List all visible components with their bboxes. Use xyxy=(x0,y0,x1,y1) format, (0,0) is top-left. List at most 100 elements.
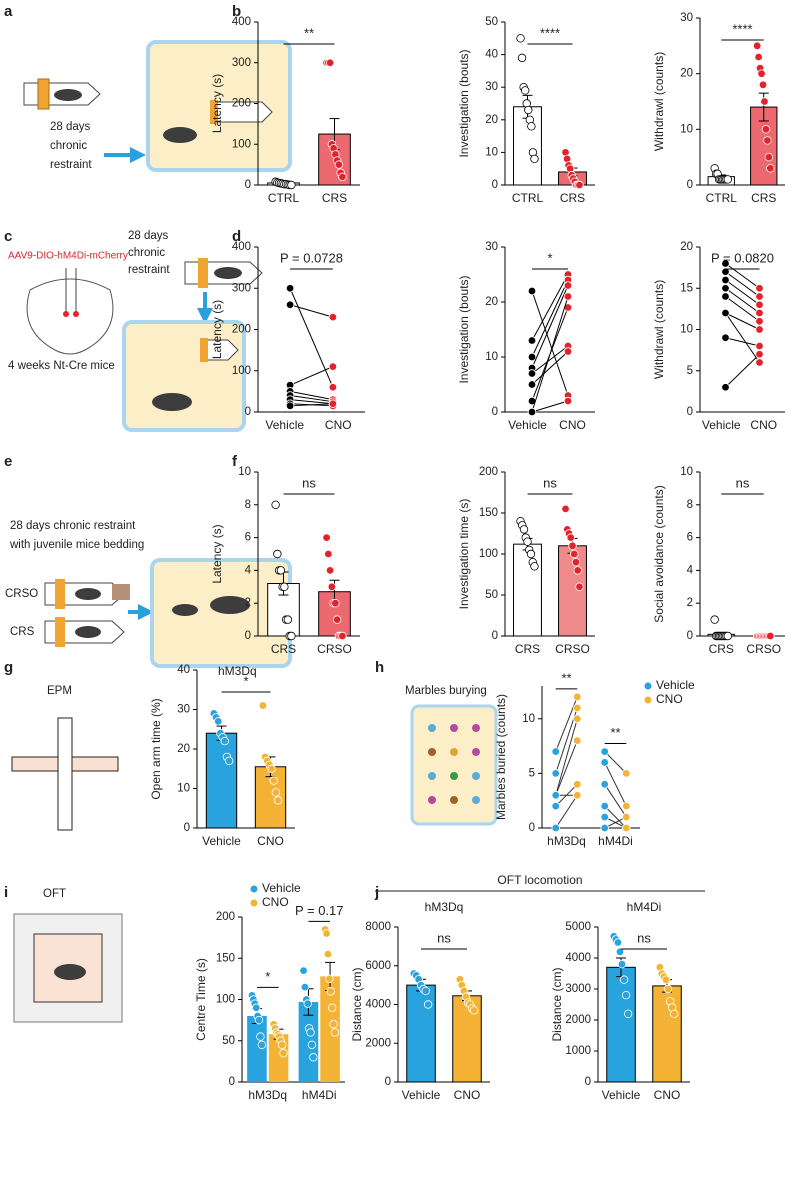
legend-marker xyxy=(249,898,259,908)
panel-label: i xyxy=(4,884,8,901)
data-point xyxy=(273,549,282,559)
data-point xyxy=(267,764,276,773)
x-tick-label: CTRL xyxy=(512,191,544,205)
bar xyxy=(320,976,340,1082)
pair-line xyxy=(604,805,627,829)
x-tick-label: hM3Dq xyxy=(248,1088,287,1102)
label: restraint xyxy=(50,159,92,171)
x-tick-label: Vehicle xyxy=(508,418,547,432)
sig-label: ns xyxy=(736,475,750,490)
data-point xyxy=(571,558,581,567)
pair-line xyxy=(725,263,760,289)
data-point xyxy=(721,333,730,342)
y-tick-label: 30 xyxy=(177,704,190,716)
data-point xyxy=(328,362,338,371)
data-point xyxy=(755,358,764,367)
data-point xyxy=(766,631,775,641)
y-tick-label: 4000 xyxy=(565,952,591,964)
data-point xyxy=(307,1040,317,1050)
data-point xyxy=(755,284,764,293)
panel-label: c xyxy=(4,228,12,245)
tube-cap xyxy=(37,78,50,110)
legend-marker xyxy=(643,695,653,705)
data-point xyxy=(332,615,342,624)
pair-line xyxy=(531,274,569,341)
schematic-g: EPM xyxy=(11,685,119,831)
sig-label: * xyxy=(547,250,552,265)
legend-label: Vehicle xyxy=(262,881,301,895)
data-point xyxy=(723,631,733,641)
y-tick-label: 4 xyxy=(687,564,694,576)
pair-line xyxy=(725,337,760,347)
data-point xyxy=(257,1040,267,1050)
y-tick-label: 200 xyxy=(232,324,251,336)
data-point xyxy=(721,292,730,301)
mouse xyxy=(54,964,86,980)
x-tick-label: CRSO xyxy=(317,642,352,656)
y-tick-label: 5000 xyxy=(565,921,591,933)
marbles xyxy=(428,724,480,804)
y-tick-label: 10 xyxy=(485,146,498,158)
data-point xyxy=(573,780,582,789)
y-tick-label: 8 xyxy=(687,499,693,511)
y-tick-label: 50 xyxy=(485,16,498,28)
y-tick-label: 4 xyxy=(245,564,252,576)
data-point xyxy=(600,823,609,833)
mouse xyxy=(54,89,82,101)
data-point xyxy=(325,58,335,67)
data-point xyxy=(551,769,560,778)
legend-marker xyxy=(249,884,259,894)
group-title: OFT locomotion xyxy=(497,873,582,887)
data-point xyxy=(285,300,295,309)
data-point xyxy=(256,1032,265,1041)
y-tick-label: 20 xyxy=(680,241,693,253)
data-point xyxy=(622,812,631,822)
x-tick-label: Vehicle xyxy=(602,1088,641,1102)
pair-line xyxy=(725,312,760,330)
y-tick-label: 0 xyxy=(492,630,498,642)
y-tick-label: 0 xyxy=(245,406,251,418)
x-tick-label: CRSO xyxy=(746,642,781,656)
data-point xyxy=(710,615,719,624)
label: CRSO xyxy=(5,588,38,600)
y-tick-label: 0 xyxy=(687,179,693,191)
data-point xyxy=(520,86,530,95)
y-tick-label: 10 xyxy=(680,466,693,478)
x-tick-label: CTRL xyxy=(268,191,300,205)
data-point xyxy=(327,582,337,591)
sig-label: ns xyxy=(437,930,451,945)
y-tick-label: 300 xyxy=(232,57,251,69)
data-point xyxy=(755,292,764,301)
data-point xyxy=(300,982,310,992)
data-point xyxy=(622,769,631,778)
data-point xyxy=(254,1015,264,1025)
x-tick-label: CRS xyxy=(271,642,296,656)
panel-label: b xyxy=(232,3,241,20)
data-point xyxy=(575,582,584,591)
data-point xyxy=(561,504,570,514)
y-tick-label: 0 xyxy=(687,630,693,642)
x-tick-label: Vehicle xyxy=(702,418,741,432)
data-point xyxy=(622,801,631,811)
label: 4 weeks Nt-Cre mice xyxy=(8,360,115,372)
data-point xyxy=(755,341,764,351)
y-tick-label: 10 xyxy=(680,324,693,336)
data-point xyxy=(277,1040,287,1050)
data-point xyxy=(299,966,308,975)
sig-label: ** xyxy=(304,25,314,40)
data-point xyxy=(573,736,582,745)
label: chronic xyxy=(50,140,87,152)
data-point xyxy=(573,703,582,713)
legend-label: CNO xyxy=(656,692,683,706)
data-point xyxy=(469,1006,479,1015)
label: restraint xyxy=(128,264,170,276)
mouse xyxy=(172,604,198,616)
y-tick-label: 2000 xyxy=(565,1014,591,1026)
sig-label: P = 0.0728 xyxy=(280,250,343,265)
data-point xyxy=(757,69,766,78)
label: Marbles burying xyxy=(405,685,487,697)
data-point xyxy=(566,533,575,542)
x-tick-label: CNO xyxy=(559,418,586,432)
pair-line xyxy=(555,794,578,829)
sig-label: * xyxy=(243,673,248,688)
